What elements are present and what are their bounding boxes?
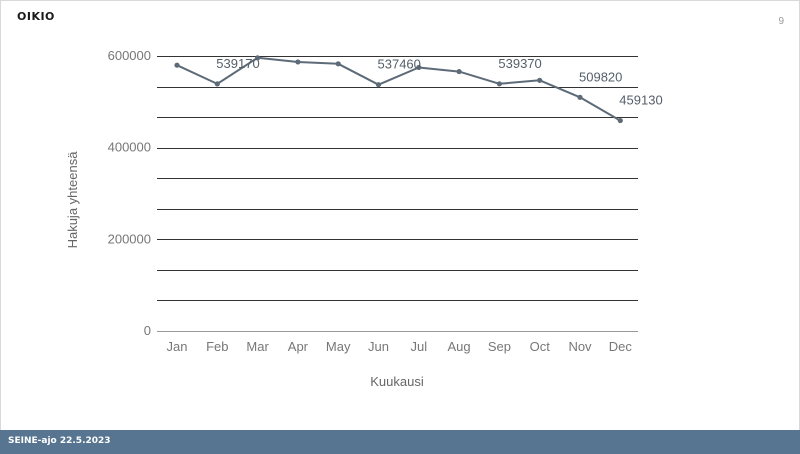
x-tick-label: Feb	[206, 339, 228, 354]
data-point	[295, 59, 301, 65]
x-tick-label: Oct	[530, 339, 551, 354]
y-axis-title: Hakuja yhteensä	[65, 151, 80, 249]
y-axis-ticks: 0 200000 400000 600000	[108, 48, 151, 338]
data-points	[174, 55, 623, 124]
y-tick-label: 600000	[108, 48, 151, 63]
oikio-logo: OIKIO	[17, 10, 55, 23]
data-point	[416, 64, 422, 71]
footer-text: SEINE-ajo 22.5.2023	[8, 436, 111, 446]
x-axis-title: Kuukausi	[370, 374, 424, 389]
x-tick-label: Jul	[410, 339, 427, 354]
data-label: 539170	[216, 56, 259, 71]
data-label: 509820	[579, 69, 622, 84]
gridlines	[157, 56, 638, 332]
data-label: 539370	[498, 56, 541, 71]
x-tick-label: Jan	[167, 339, 188, 354]
data-labels: 539170 537460 539370 509820 459130	[216, 56, 662, 108]
data-point	[537, 77, 543, 83]
x-tick-label: Apr	[288, 339, 309, 354]
data-label: 459130	[619, 93, 662, 108]
y-tick-label: 0	[144, 323, 151, 338]
data-point	[174, 62, 180, 68]
x-tick-label: Mar	[246, 339, 269, 354]
x-tick-label: Nov	[568, 339, 592, 354]
data-label: 537460	[378, 57, 421, 72]
data-point	[375, 82, 382, 88]
x-tick-label: Aug	[448, 339, 471, 354]
data-point	[577, 94, 583, 100]
data-point	[496, 81, 502, 87]
page-number: 9	[778, 16, 784, 27]
data-point	[335, 61, 341, 67]
y-tick-label: 200000	[108, 231, 151, 246]
x-axis-ticks: Jan Feb Mar Apr May Jun Jul Aug Sep Oct Nov Dec	[167, 339, 633, 354]
data-point	[214, 81, 220, 87]
data-point	[617, 117, 623, 124]
y-tick-label: 400000	[108, 140, 151, 155]
data-point	[456, 68, 462, 75]
series-line	[176, 56, 621, 122]
footer-bar: SEINE-ajo 22.5.2023	[0, 430, 800, 454]
x-tick-label: Jun	[368, 339, 389, 354]
x-tick-label: Sep	[488, 339, 511, 354]
series-polyline	[176, 56, 621, 122]
data-point	[255, 55, 261, 61]
x-tick-label: May	[326, 339, 351, 354]
x-tick-label: Dec	[609, 339, 633, 354]
